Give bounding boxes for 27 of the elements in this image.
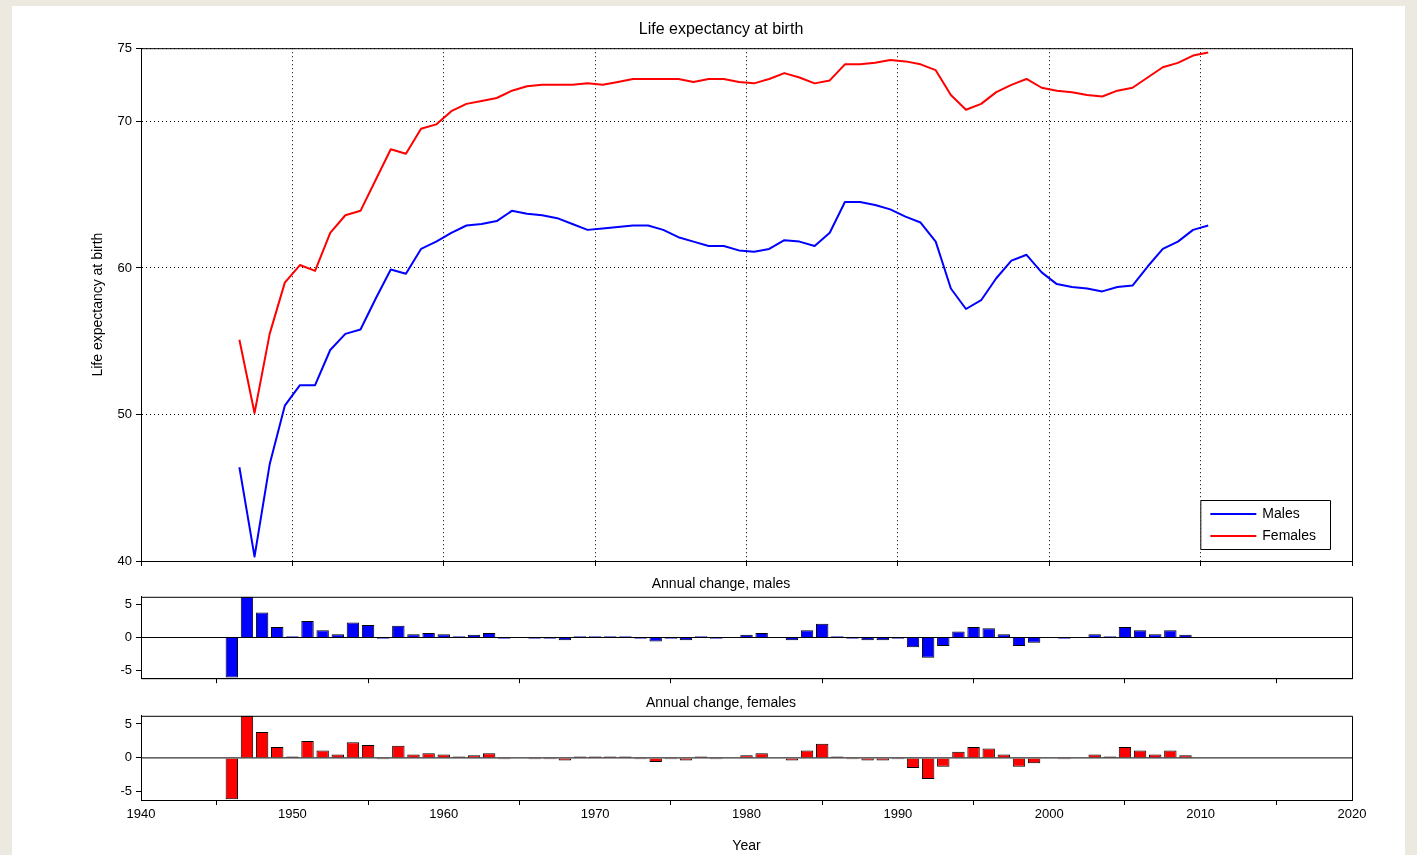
x-tick-label: 1980 — [732, 806, 761, 822]
x-axis-title: Year — [732, 837, 761, 854]
y-tick-label: 0 — [124, 749, 132, 765]
y-tick-label: -5 — [120, 783, 132, 799]
x-tick-label: 1950 — [277, 806, 307, 822]
y-axis-title: Life expectancy at birth — [89, 232, 106, 377]
y-tick-label: 75 — [117, 39, 132, 55]
y-tick-label: 70 — [117, 113, 132, 129]
y-tick-label: 0 — [124, 629, 132, 645]
x-tick-label: 1940 — [126, 806, 156, 822]
x-tick-label: 1960 — [429, 806, 459, 822]
y-tick-label: 5 — [124, 596, 132, 612]
chart-title: Annual change, females — [645, 694, 797, 711]
y-tick-label: 40 — [117, 552, 132, 568]
x-tick-label: 2020 — [1337, 806, 1367, 822]
legend-label: Females — [1262, 526, 1316, 543]
y-tick-label: 60 — [117, 259, 132, 275]
x-tick-label: 1990 — [883, 806, 913, 822]
y-tick-label: 5 — [124, 715, 132, 731]
y-tick-label: -5 — [120, 661, 132, 677]
chart-title: Life expectancy at birth — [638, 20, 804, 38]
y-tick-label: 50 — [117, 406, 132, 422]
x-tick-label: 2000 — [1034, 806, 1064, 822]
legend-label: Males — [1262, 504, 1300, 521]
x-tick-label: 1970 — [580, 806, 610, 822]
chart-title: Annual change, males — [651, 575, 791, 592]
x-tick-label: 2010 — [1186, 806, 1216, 822]
